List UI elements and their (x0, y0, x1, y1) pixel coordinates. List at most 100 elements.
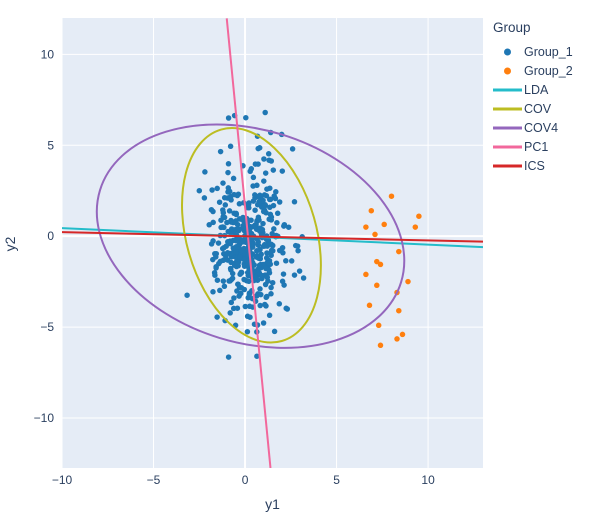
data-point (260, 243, 267, 249)
legend-item-group_2[interactable]: Group_2 (491, 61, 599, 80)
data-point (388, 193, 395, 199)
data-point (252, 161, 259, 167)
data-point (270, 202, 277, 209)
data-point (262, 301, 268, 308)
data-point (255, 255, 262, 261)
x-tick-label: 5 (333, 473, 340, 487)
legend-item-group_1[interactable]: Group_1 (491, 42, 599, 61)
y-tick-label: −10 (34, 411, 55, 425)
y-axis-title: y2 (2, 236, 18, 252)
line-ics (62, 231, 483, 243)
data-point (274, 210, 281, 217)
data-point (221, 194, 228, 201)
data-point (283, 258, 289, 264)
data-point (240, 238, 246, 244)
data-point (221, 245, 227, 251)
data-point (211, 269, 218, 276)
data-point (242, 303, 249, 310)
data-point (247, 230, 254, 237)
data-point (220, 180, 226, 186)
data-point (208, 241, 215, 247)
data-point (262, 170, 269, 176)
data-point (230, 245, 237, 251)
data-point (250, 183, 256, 189)
legend-item-label: COV (524, 101, 552, 116)
data-point (300, 275, 307, 281)
legend-item-lda[interactable]: LDA (491, 80, 599, 99)
data-point (268, 284, 274, 291)
data-point (235, 226, 242, 232)
data-point (259, 226, 266, 233)
legend-item-label: Group_1 (524, 44, 573, 59)
data-point (375, 322, 382, 329)
data-point (396, 248, 402, 255)
data-point (284, 306, 291, 312)
data-point (396, 307, 402, 314)
data-point (260, 320, 267, 326)
legend-item-ics[interactable]: ICS (491, 156, 599, 175)
data-point (263, 294, 269, 301)
y-tick-label: −5 (40, 320, 54, 334)
legend-item-pc1[interactable]: PC1 (491, 137, 599, 156)
data-point (210, 219, 216, 226)
data-point (295, 247, 301, 254)
data-point (257, 246, 263, 253)
data-point (233, 218, 239, 224)
data-point (255, 214, 262, 220)
data-point (225, 189, 231, 195)
data-point (237, 216, 244, 222)
data-point (291, 272, 298, 278)
data-point (244, 313, 251, 320)
data-point (233, 249, 239, 255)
data-point (216, 260, 222, 267)
data-point (366, 302, 373, 309)
legend-line-icon (493, 88, 522, 91)
legend-marker-icon (504, 67, 511, 74)
legend-item-cov4[interactable]: COV4 (491, 118, 599, 137)
data-point (266, 312, 273, 319)
data-point (248, 237, 254, 243)
data-point (363, 271, 369, 278)
data-point (374, 282, 380, 289)
data-point (246, 303, 253, 310)
data-point (254, 201, 261, 208)
legend-item-label: PC1 (524, 139, 549, 154)
legend: Group Group_1 Group_2 LDA COV COV4 PC1 ICS (491, 20, 599, 175)
data-point (263, 192, 270, 199)
data-point (220, 257, 227, 264)
data-point (262, 109, 268, 116)
data-point (262, 202, 269, 209)
legend-item-label: ICS (524, 158, 545, 173)
data-point (273, 189, 279, 195)
data-point (234, 305, 241, 311)
data-point (255, 193, 261, 200)
data-point (233, 238, 240, 244)
data-point (279, 168, 286, 174)
data-point (184, 292, 190, 298)
data-point (224, 219, 230, 226)
data-point (259, 275, 265, 282)
data-point (237, 254, 243, 260)
data-point (225, 161, 232, 167)
data-point (266, 196, 273, 203)
data-point (257, 286, 263, 292)
data-point (377, 261, 384, 268)
legend-item-label: LDA (524, 82, 549, 97)
data-point (227, 310, 233, 316)
data-point (225, 169, 231, 176)
x-tick-label: 0 (242, 473, 249, 487)
data-point (254, 353, 260, 359)
data-point (221, 283, 228, 290)
data-point (217, 148, 224, 155)
data-point (196, 187, 203, 194)
data-point (399, 331, 406, 338)
data-point (222, 202, 229, 208)
data-point (264, 186, 270, 192)
data-point (274, 219, 280, 226)
data-point (220, 207, 226, 213)
legend-item-cov[interactable]: COV (491, 99, 599, 118)
data-point (228, 197, 234, 203)
ellipse-cov (181, 127, 322, 344)
legend-title: Group (493, 20, 531, 35)
data-point (228, 299, 235, 306)
